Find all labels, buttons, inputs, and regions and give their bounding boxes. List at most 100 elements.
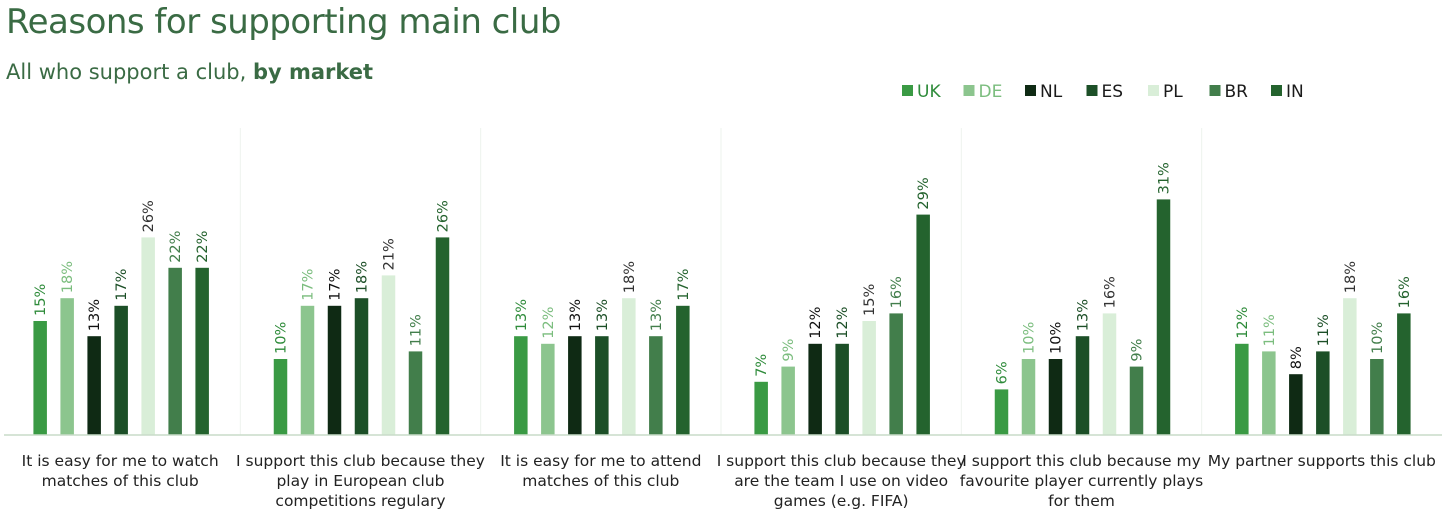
legend-item-pl[interactable]: PL bbox=[1148, 82, 1183, 102]
bar-in-group-3 bbox=[676, 305, 690, 435]
category-labels-layer: It is easy for me to watch matches of thi… bbox=[22, 452, 1436, 510]
category-label-2: I support this club because they play in … bbox=[236, 452, 485, 510]
bar-nl-group-2 bbox=[327, 305, 342, 435]
legend-swatch bbox=[1148, 85, 1159, 96]
value-label-br-group-1: 22% bbox=[168, 231, 184, 263]
value-label-pl-group-3: 18% bbox=[622, 261, 638, 293]
bar-es-group-3 bbox=[595, 336, 609, 435]
legend-label: IN bbox=[1286, 82, 1304, 102]
chart-title: Reasons for supporting main club bbox=[6, 2, 561, 42]
bar-in-group-1 bbox=[195, 267, 209, 435]
value-label-es-group-4: 12% bbox=[835, 307, 851, 339]
value-label-uk-group-3: 13% bbox=[514, 299, 530, 331]
legend-swatch bbox=[1209, 85, 1221, 96]
legend-label: NL bbox=[1040, 82, 1063, 102]
category-label-6: My partner supports this club bbox=[1208, 452, 1436, 470]
value-label-es-group-5: 13% bbox=[1076, 299, 1092, 331]
value-label-br-group-2: 11% bbox=[409, 314, 425, 346]
value-label-in-group-6: 16% bbox=[1397, 276, 1413, 308]
bar-nl-group-1 bbox=[87, 336, 101, 435]
category-label-line: My partner supports this club bbox=[1208, 452, 1436, 470]
category-label-3: It is easy for me to attend matches of th… bbox=[500, 452, 701, 490]
value-label-in-group-1: 22% bbox=[195, 231, 211, 263]
bar-pl-group-5 bbox=[1102, 313, 1117, 435]
bar-de-group-6 bbox=[1262, 351, 1276, 435]
category-label-line: matches of this club bbox=[522, 472, 679, 490]
bar-nl-group-3 bbox=[568, 336, 582, 435]
bar-uk-group-5 bbox=[994, 389, 1009, 435]
legend-label: PL bbox=[1163, 82, 1183, 102]
value-label-nl-group-6: 8% bbox=[1289, 346, 1305, 369]
value-label-in-group-5: 31% bbox=[1157, 162, 1173, 194]
value-label-uk-group-4: 7% bbox=[754, 354, 770, 377]
bar-uk-group-3 bbox=[514, 336, 528, 435]
value-label-br-group-4: 16% bbox=[889, 276, 905, 308]
bar-pl-group-4 bbox=[862, 321, 876, 435]
legend-item-br[interactable]: BR bbox=[1209, 82, 1249, 102]
bar-de-group-2 bbox=[300, 305, 315, 435]
value-label-es-group-6: 11% bbox=[1316, 314, 1332, 346]
bar-de-group-5 bbox=[1021, 359, 1036, 435]
legend-item-uk[interactable]: UK bbox=[902, 82, 941, 102]
category-label-5: I support this club because my favourite … bbox=[960, 452, 1204, 510]
bar-in-group-6 bbox=[1397, 313, 1411, 435]
value-label-es-group-3: 13% bbox=[595, 299, 611, 331]
legend-item-es[interactable]: ES bbox=[1086, 82, 1124, 102]
legend-label: ES bbox=[1102, 82, 1124, 102]
bar-de-group-4 bbox=[781, 366, 795, 435]
category-label-line: for them bbox=[1048, 492, 1115, 510]
bar-br-group-1 bbox=[168, 267, 182, 435]
bar-br-group-5 bbox=[1129, 366, 1144, 435]
bar-pl-group-3 bbox=[622, 298, 636, 435]
bar-es-group-1 bbox=[114, 305, 128, 435]
value-label-uk-group-2: 10% bbox=[274, 322, 290, 354]
value-label-de-group-5: 10% bbox=[1022, 322, 1038, 354]
category-label-line: competitions regulary bbox=[275, 492, 445, 510]
bar-br-group-6 bbox=[1370, 359, 1384, 435]
value-label-br-group-3: 13% bbox=[649, 299, 665, 331]
legend-item-de[interactable]: DE bbox=[963, 82, 1003, 102]
value-label-pl-group-2: 21% bbox=[382, 238, 398, 270]
value-label-br-group-6: 10% bbox=[1370, 322, 1386, 354]
legend-item-in[interactable]: IN bbox=[1271, 82, 1304, 102]
category-label-1: It is easy for me to watch matches of thi… bbox=[22, 452, 219, 490]
legend-swatch bbox=[963, 85, 975, 96]
bar-es-group-2 bbox=[354, 298, 369, 435]
bars-layer bbox=[33, 199, 1411, 435]
value-label-nl-group-5: 10% bbox=[1049, 322, 1065, 354]
bar-es-group-4 bbox=[835, 343, 849, 435]
value-label-br-group-5: 9% bbox=[1130, 339, 1146, 362]
legend[interactable]: UK DE NL ES PL BR IN bbox=[902, 82, 1304, 102]
chart-subtitle: All who support a club, by market bbox=[6, 60, 373, 84]
bar-de-group-1 bbox=[60, 298, 74, 435]
value-label-nl-group-4: 12% bbox=[808, 307, 824, 339]
bar-nl-group-5 bbox=[1048, 359, 1063, 435]
category-label-line: play in European club bbox=[276, 472, 444, 490]
value-label-nl-group-1: 13% bbox=[87, 299, 103, 331]
bar-br-group-4 bbox=[889, 313, 903, 435]
value-label-es-group-1: 17% bbox=[114, 269, 130, 301]
value-label-pl-group-1: 26% bbox=[141, 200, 157, 232]
category-label-line: I support this club because they bbox=[236, 452, 485, 470]
value-label-in-group-4: 29% bbox=[916, 177, 932, 209]
value-label-uk-group-6: 12% bbox=[1235, 307, 1251, 339]
legend-label: UK bbox=[917, 82, 941, 102]
value-label-nl-group-3: 13% bbox=[568, 299, 584, 331]
bar-br-group-2 bbox=[408, 351, 423, 435]
bar-es-group-5 bbox=[1075, 336, 1090, 435]
bar-pl-group-2 bbox=[381, 275, 396, 435]
bar-in-group-4 bbox=[916, 214, 930, 435]
legend-label: BR bbox=[1225, 82, 1249, 102]
category-label-line: It is easy for me to attend bbox=[500, 452, 701, 470]
bar-pl-group-1 bbox=[141, 237, 155, 435]
value-label-de-group-3: 12% bbox=[541, 307, 557, 339]
category-label-line: favourite player currently plays bbox=[960, 472, 1204, 490]
legend-item-nl[interactable]: NL bbox=[1025, 82, 1063, 102]
legend-swatch bbox=[1086, 85, 1098, 96]
value-label-es-group-2: 18% bbox=[355, 261, 371, 293]
bar-uk-group-6 bbox=[1235, 343, 1249, 435]
bar-es-group-6 bbox=[1316, 351, 1330, 435]
group-dividers bbox=[239, 128, 1203, 435]
value-label-in-group-2: 26% bbox=[436, 200, 452, 232]
